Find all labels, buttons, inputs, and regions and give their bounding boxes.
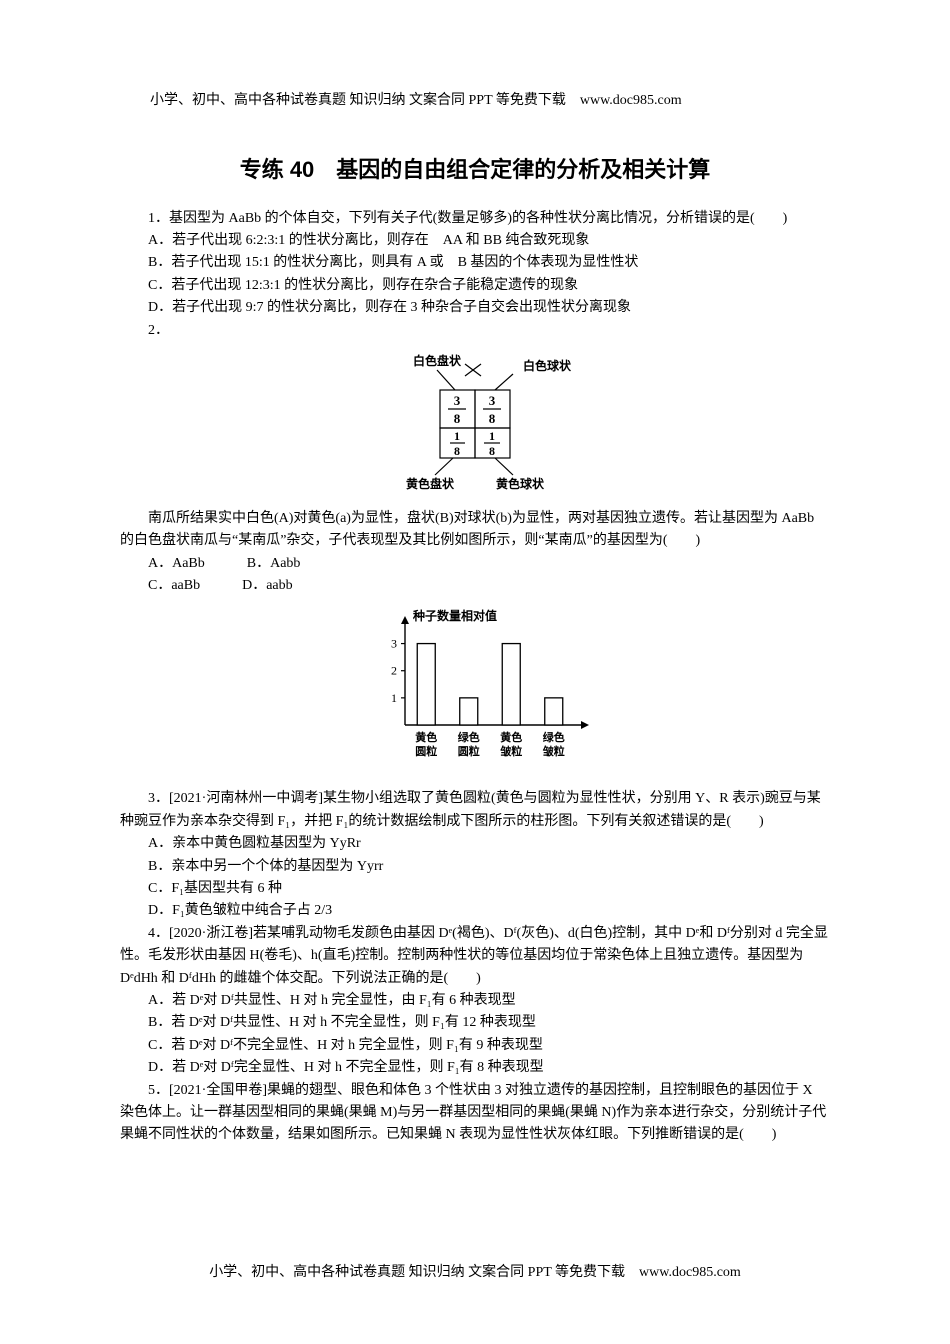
frac-br-num: 1 — [489, 429, 495, 443]
frac-br-den: 8 — [489, 444, 495, 458]
frac-bl-num: 1 — [454, 429, 460, 443]
svg-text:圆粒: 圆粒 — [415, 744, 437, 758]
frac-tl-num: 3 — [454, 393, 461, 408]
parent-left-label: 白色盘状 — [413, 353, 462, 368]
svg-text:1: 1 — [391, 691, 397, 705]
parent-right-label: 白色球状 — [523, 358, 572, 373]
q2-number: 2． — [120, 320, 830, 342]
q2-option-row2: C．aaBb D．aabb — [120, 575, 830, 597]
q3-option-a: A．亲本中黄色圆粒基因型为 YyRr — [120, 833, 830, 855]
svg-text:黄色: 黄色 — [415, 730, 437, 744]
q3-option-d: D．F₁黄色皱粒中纯合子占 2/3 — [120, 900, 830, 922]
q5-stem-content: 5．[2021·全国甲卷]果蝇的翅型、眼色和体色 3 个性状由 3 对独立遗传的… — [120, 1083, 826, 1143]
q5-stem: 5．[2021·全国甲卷]果蝇的翅型、眼色和体色 3 个性状由 3 对独立遗传的… — [120, 1080, 830, 1147]
q4-stem-content: 4．[2020·浙江卷]若某哺乳动物毛发颜色由基因 Dᵉ(褐色)、Dᶠ(灰色)、… — [120, 926, 828, 986]
q1-option-b: B．若子代出现 15:1 的性状分离比，则具有 A 或 B 基因的个体表现为显性… — [120, 252, 830, 274]
q3-option-b: B．亲本中另一个个体的基因型为 Yyrr — [120, 856, 830, 878]
q1-stem-content: 1．基因型为 AaBb 的个体自交，下列有关子代(数量足够多)的各种性状分离比情… — [148, 211, 787, 226]
svg-text:绿色: 绿色 — [543, 730, 565, 744]
bar-chart: 种子数量相对值123黄色圆粒绿色圆粒黄色皱粒绿色皱粒 — [120, 605, 830, 780]
q1-option-d: D．若子代出现 9:7 的性状分离比，则存在 3 种杂合子自交会出现性状分离现象 — [120, 297, 830, 319]
punnett-diagram: 白色盘状 白色球状 3 8 3 8 1 8 1 8 黄色盘状 黄色球状 — [120, 350, 830, 500]
q4-option-d: D．若 Dᵉ对 Dᶠ完全显性、H 对 h 不完全显性，则 F₁有 8 种表现型 — [120, 1057, 830, 1079]
page-footer: 小学、初中、高中各种试卷真题 知识归纳 文案合同 PPT 等免费下载 www.d… — [0, 1262, 950, 1284]
svg-text:绿色: 绿色 — [458, 730, 480, 744]
svg-text:2: 2 — [391, 664, 397, 678]
q3-stem: 3．[2021·河南林州一中调考]某生物小组选取了黄色圆粒(黄色与圆粒为显性性状… — [120, 788, 830, 833]
svg-text:3: 3 — [391, 637, 397, 651]
frac-bl-den: 8 — [454, 444, 460, 458]
q4-stem: 4．[2020·浙江卷]若某哺乳动物毛发颜色由基因 Dᵉ(褐色)、Dᶠ(灰色)、… — [120, 923, 830, 990]
bar-chart-svg: 种子数量相对值123黄色圆粒绿色圆粒黄色皱粒绿色皱粒 — [355, 605, 595, 780]
frac-tr-num: 3 — [489, 393, 496, 408]
q4-option-c: C．若 Dᵉ对 Dᶠ不完全显性、H 对 h 完全显性，则 F₁有 9 种表现型 — [120, 1035, 830, 1057]
q4-option-b: B．若 Dᵉ对 Dᶠ共显性、H 对 h 不完全显性，则 F₁有 12 种表现型 — [120, 1012, 830, 1034]
q4-option-a: A．若 Dᵉ对 Dᶠ共显性、H 对 h 完全显性，由 F₁有 6 种表现型 — [120, 990, 830, 1012]
q3-option-c: C．F₁基因型共有 6 种 — [120, 878, 830, 900]
svg-text:种子数量相对值: 种子数量相对值 — [412, 608, 497, 623]
frac-tl-den: 8 — [454, 411, 461, 426]
svg-text:圆粒: 圆粒 — [458, 744, 480, 758]
q1-option-c: C．若子代出现 12:3:1 的性状分离比，则存在杂合子能稳定遗传的现象 — [120, 275, 830, 297]
svg-text:黄色: 黄色 — [500, 730, 522, 744]
page-header: 小学、初中、高中各种试卷真题 知识归纳 文案合同 PPT 等免费下载 www.d… — [120, 90, 830, 112]
q2-stem: 南瓜所结果实中白色(A)对黄色(a)为显性，盘状(B)对球状(b)为显性，两对基… — [120, 508, 830, 553]
q1-option-a: A．若子代出现 6:2:3:1 的性状分离比，则存在 AA 和 BB 纯合致死现… — [120, 230, 830, 252]
child-left-label: 黄色盘状 — [406, 476, 455, 491]
q2-stem-content: 南瓜所结果实中白色(A)对黄色(a)为显性，盘状(B)对球状(b)为显性，两对基… — [120, 511, 814, 548]
svg-text:皱粒: 皱粒 — [499, 744, 522, 758]
q3-stem-content: 3．[2021·河南林州一中调考]某生物小组选取了黄色圆粒(黄色与圆粒为显性性状… — [120, 791, 821, 828]
q1-stem: 1．基因型为 AaBb 的个体自交，下列有关子代(数量足够多)的各种性状分离比情… — [120, 208, 830, 230]
q1-stem-text — [120, 211, 148, 226]
page-title: 专练 40 基因的自由组合定律的分析及相关计算 — [120, 152, 830, 187]
punnett-svg: 白色盘状 白色球状 3 8 3 8 1 8 1 8 黄色盘状 黄色球状 — [365, 350, 585, 500]
child-right-label: 黄色球状 — [496, 476, 545, 491]
q2-option-row1: A．AaBb B．Aabb — [120, 553, 830, 575]
svg-text:皱粒: 皱粒 — [542, 744, 565, 758]
frac-tr-den: 8 — [489, 411, 496, 426]
